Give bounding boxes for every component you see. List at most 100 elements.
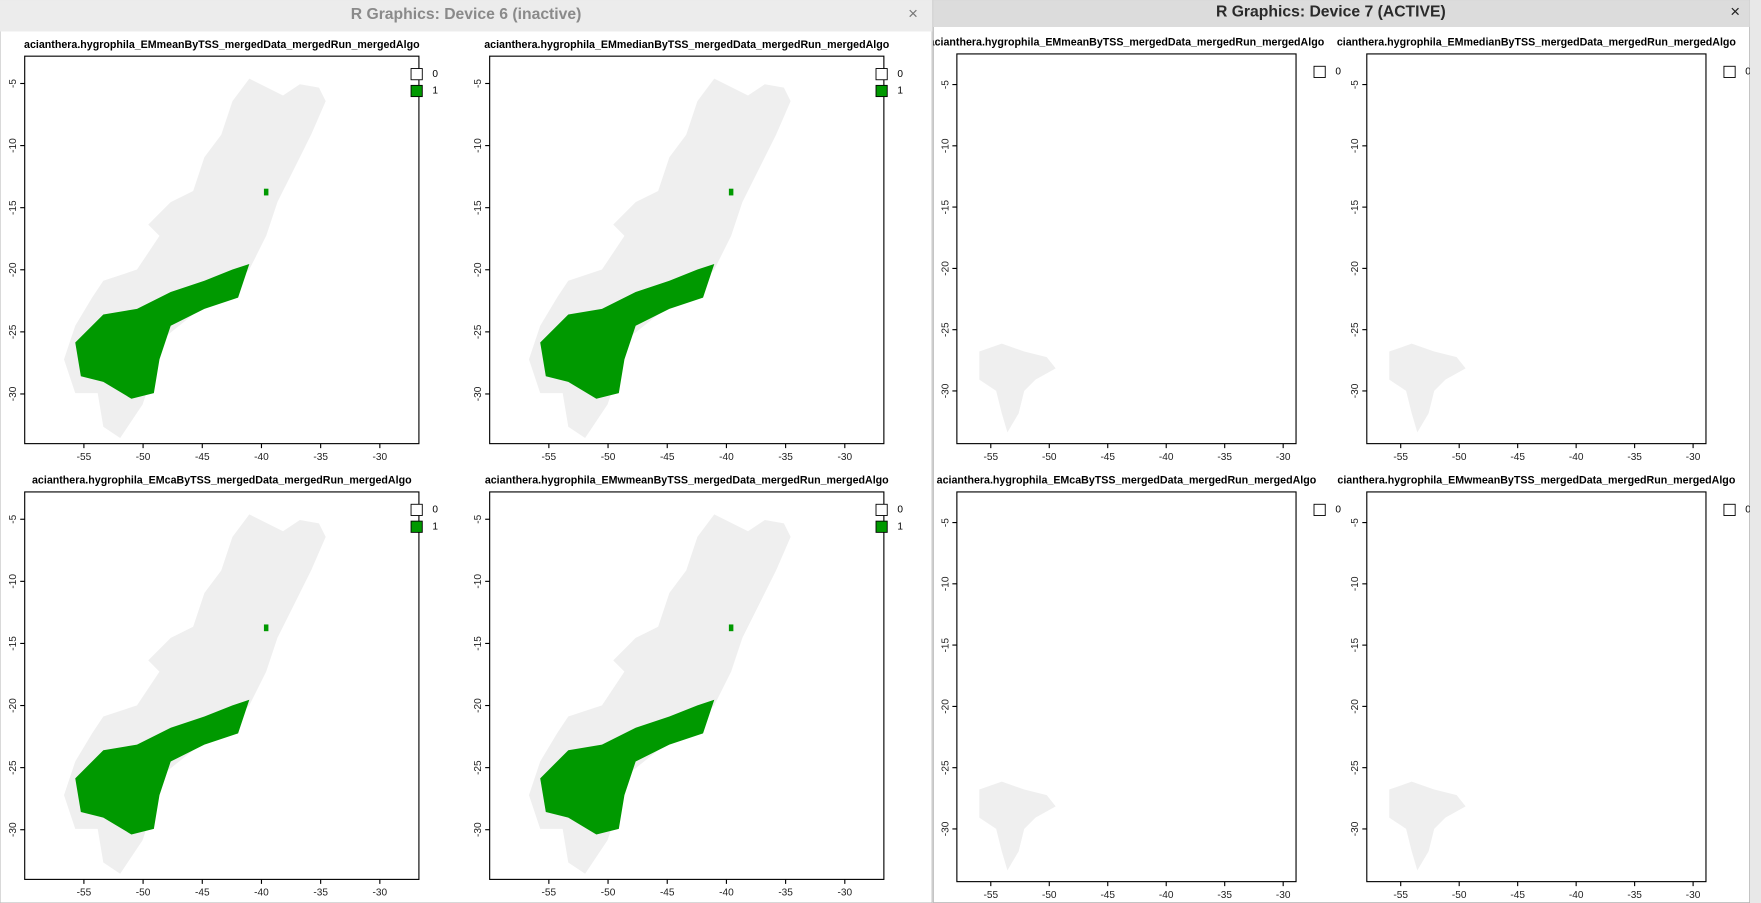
plot-box <box>24 491 420 880</box>
window-device-6: R Graphics: Device 6 (inactive) × aciant… <box>0 0 933 903</box>
y-tick-label: -20 <box>1350 261 1361 276</box>
x-tick-label: -35 <box>1627 890 1642 901</box>
y-tick-label: -20 <box>8 698 19 713</box>
legend-swatch <box>1723 503 1736 516</box>
legend-swatch <box>410 84 423 98</box>
x-tick-label: -55 <box>542 452 557 463</box>
x-tick-label: -30 <box>373 888 388 899</box>
x-tick-label: -50 <box>1452 452 1467 463</box>
legend-swatch <box>410 520 423 533</box>
x-tick-label: -30 <box>1686 890 1701 901</box>
y-tick-label: -20 <box>940 261 951 276</box>
x-tick-label: -30 <box>373 452 388 463</box>
plot-title: acianthera.hygrophila_EMmedianByTSS_merg… <box>484 39 890 51</box>
plot-box <box>1366 491 1707 883</box>
y-tick-label: -15 <box>8 636 19 651</box>
legend-label: 0 <box>897 69 903 80</box>
y-tick-label: -10 <box>8 574 19 589</box>
x-tick-label: -55 <box>983 452 998 463</box>
window-title: R Graphics: Device 6 (inactive) <box>351 6 582 23</box>
y-tick-label: -5 <box>1350 80 1361 89</box>
plot: acianthera.hygrophila_EMmeanByTSS_merged… <box>929 37 1341 463</box>
x-tick-label: -30 <box>1276 452 1291 463</box>
x-tick-label: -40 <box>254 452 269 463</box>
window-frame <box>933 0 1750 903</box>
x-tick-label: -35 <box>313 452 328 463</box>
x-tick-label: -40 <box>1569 452 1584 463</box>
plot: cianthera.hygrophila_EMwmeanByTSS_merged… <box>1337 475 1751 901</box>
y-tick-label: -25 <box>1350 322 1361 337</box>
y-tick-label: -20 <box>940 699 951 714</box>
x-tick-label: -55 <box>542 888 557 899</box>
plot-box <box>956 491 1297 883</box>
x-tick-label: -55 <box>77 452 92 463</box>
y-tick-label: -25 <box>8 324 19 339</box>
x-tick-label: -50 <box>1042 452 1057 463</box>
plot-title: acianthera.hygrophila_EMmeanByTSS_merged… <box>929 37 1325 49</box>
x-tick-label: -40 <box>1159 890 1174 901</box>
x-tick-label: -50 <box>136 888 151 899</box>
plot-title: acianthera.hygrophila_EMcaByTSS_mergedDa… <box>32 475 412 487</box>
y-tick-label: -25 <box>8 760 19 775</box>
y-tick-label: -15 <box>473 636 484 651</box>
legend-swatch <box>875 520 888 533</box>
x-tick-label: -55 <box>77 888 92 899</box>
plot: acianthera.hygrophila_EMcaByTSS_mergedDa… <box>8 475 438 899</box>
x-tick-label: -45 <box>1100 890 1115 901</box>
x-tick-label: -35 <box>313 888 328 899</box>
x-tick-label: -50 <box>136 452 151 463</box>
y-tick-label: -10 <box>473 138 484 153</box>
y-tick-label: -30 <box>8 822 19 837</box>
y-tick-label: -15 <box>940 199 951 214</box>
y-tick-label: -20 <box>8 262 19 277</box>
y-tick-label: -30 <box>1350 383 1361 398</box>
y-tick-label: -5 <box>473 79 484 88</box>
x-tick-label: -45 <box>660 888 675 899</box>
plot: acianthera.hygrophila_EMmeanByTSS_merged… <box>8 39 438 463</box>
y-tick-label: -30 <box>473 822 484 837</box>
y-tick-label: -5 <box>8 514 19 523</box>
legend-label: 0 <box>1745 505 1751 516</box>
x-tick-label: -45 <box>195 888 210 899</box>
x-tick-label: -30 <box>838 452 853 463</box>
close-button[interactable]: × <box>908 4 918 23</box>
y-tick-label: -20 <box>473 698 484 713</box>
x-tick-label: -45 <box>195 452 210 463</box>
y-tick-label: -5 <box>1350 518 1361 527</box>
close-button[interactable]: × <box>1730 2 1740 21</box>
legend-swatch <box>1723 65 1736 78</box>
plot: acianthera.hygrophila_EMmedianByTSS_merg… <box>473 39 903 463</box>
x-tick-label: -40 <box>254 888 269 899</box>
y-tick-label: -15 <box>1350 637 1361 652</box>
legend-label: 0 <box>432 505 438 516</box>
y-tick-label: -10 <box>473 574 484 589</box>
plot-title: acianthera.hygrophila_EMmeanByTSS_merged… <box>24 39 420 51</box>
y-tick-label: -5 <box>940 80 951 89</box>
window-title: R Graphics: Device 7 (ACTIVE) <box>1216 4 1446 21</box>
y-tick-label: -10 <box>8 138 19 153</box>
y-tick-label: -25 <box>473 324 484 339</box>
y-tick-label: -30 <box>940 383 951 398</box>
y-tick-label: -10 <box>1350 576 1361 591</box>
y-tick-label: -15 <box>473 200 484 215</box>
y-tick-label: -30 <box>1350 821 1361 836</box>
legend-label: 0 <box>1335 505 1341 516</box>
plot-title: cianthera.hygrophila_EMmedianByTSS_merge… <box>1337 37 1737 49</box>
y-tick-label: -15 <box>1350 199 1361 214</box>
x-tick-label: -55 <box>983 890 998 901</box>
y-tick-label: -25 <box>1350 760 1361 775</box>
x-tick-label: -50 <box>1452 890 1467 901</box>
x-tick-label: -35 <box>778 888 793 899</box>
window-device-7: R Graphics: Device 7 (ACTIVE) × acianthe… <box>929 0 1751 903</box>
plot-box <box>1366 53 1707 445</box>
plot-title: acianthera.hygrophila_EMwmeanByTSS_merge… <box>485 475 889 487</box>
legend-swatch <box>875 68 888 81</box>
plot: cianthera.hygrophila_EMmedianByTSS_merge… <box>1337 37 1751 463</box>
title-bar <box>0 0 933 32</box>
x-tick-label: -50 <box>601 452 616 463</box>
legend-label: 1 <box>432 521 438 532</box>
legend-label: 0 <box>1745 67 1751 78</box>
x-tick-label: -55 <box>1393 452 1408 463</box>
y-tick-label: -25 <box>940 322 951 337</box>
